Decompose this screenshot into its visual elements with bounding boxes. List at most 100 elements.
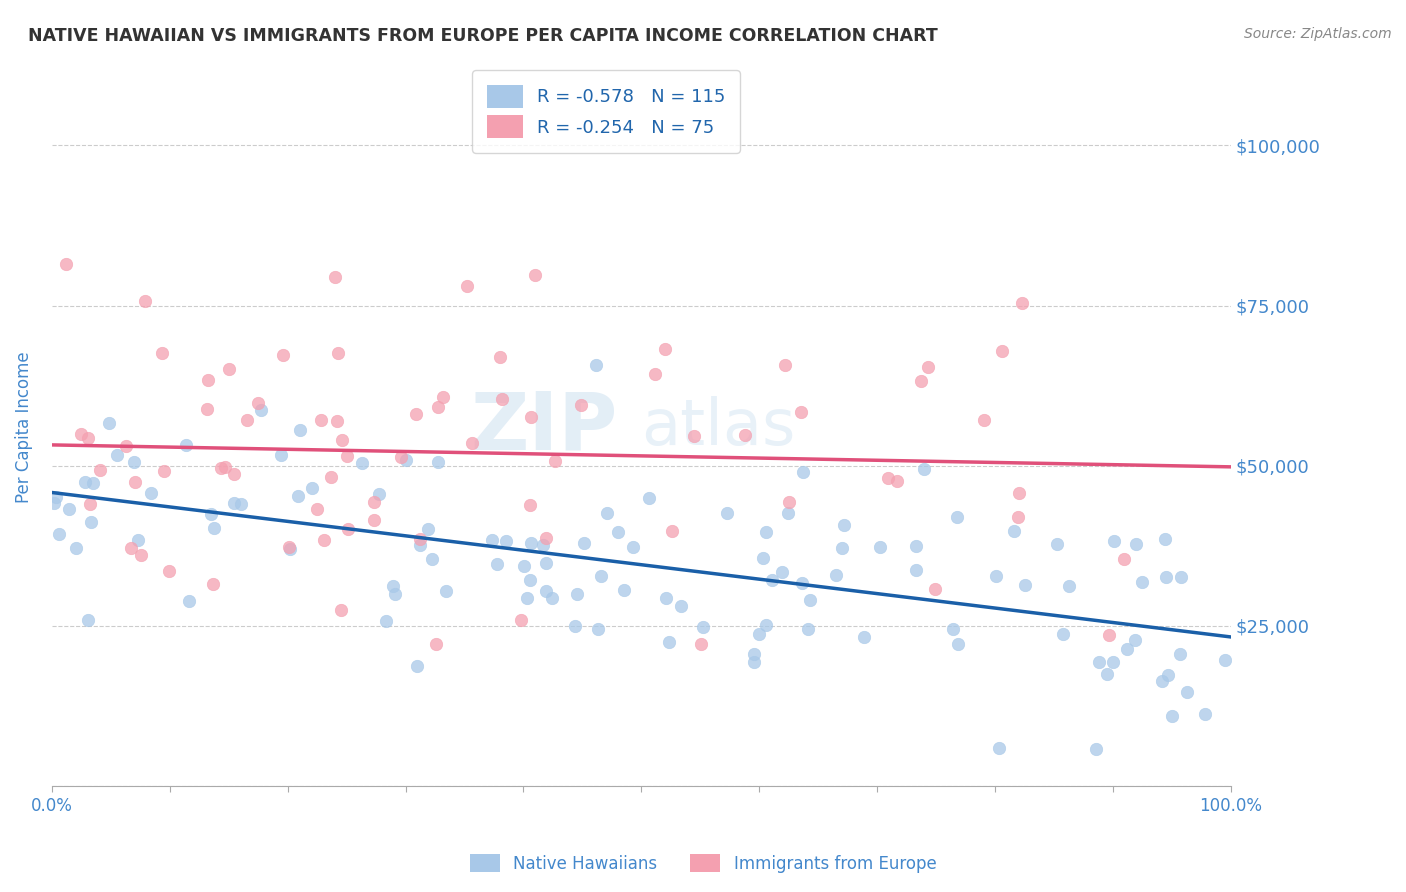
Point: [82, 476, 104, 491]
Point: [307, 501, 329, 516]
Point: [301, 481, 323, 495]
Point: [420, 551, 443, 566]
Point: [157, 564, 180, 578]
Point: [409, 532, 432, 546]
Point: [877, 471, 900, 485]
Point: [540, 591, 562, 605]
Point: [606, 524, 628, 539]
Point: [716, 506, 738, 520]
Point: [363, 494, 385, 508]
Point: [516, 591, 538, 605]
Point: [799, 592, 821, 607]
Point: [150, 346, 173, 360]
Point: [55, 257, 77, 271]
Point: [790, 576, 813, 591]
Point: [485, 557, 508, 571]
Point: [1112, 552, 1135, 566]
Point: [644, 367, 666, 381]
Point: [1088, 655, 1111, 669]
Point: [174, 438, 197, 452]
Point: [309, 413, 332, 427]
Point: [905, 563, 928, 577]
Point: [1098, 628, 1121, 642]
Point: [755, 618, 778, 632]
Point: [1213, 652, 1236, 666]
Point: [596, 506, 619, 520]
Point: [122, 455, 145, 469]
Point: [1125, 537, 1147, 551]
Point: [389, 450, 412, 464]
Point: [531, 538, 554, 552]
Point: [534, 583, 557, 598]
Point: [778, 494, 800, 508]
Point: [427, 455, 450, 469]
Point: [246, 395, 269, 409]
Point: [689, 637, 711, 651]
Point: [1168, 647, 1191, 661]
Point: [153, 464, 176, 478]
Point: [124, 475, 146, 489]
Point: [58, 502, 80, 516]
Point: [222, 496, 245, 510]
Point: [1130, 575, 1153, 590]
Point: [432, 390, 454, 404]
Point: [278, 542, 301, 557]
Point: [1102, 655, 1125, 669]
Point: [654, 342, 676, 356]
Point: [886, 475, 908, 489]
Point: [321, 470, 343, 484]
Point: [418, 522, 440, 536]
Point: [1194, 707, 1216, 722]
Point: [329, 603, 352, 617]
Point: [658, 634, 681, 648]
Point: [384, 587, 406, 601]
Point: [1115, 642, 1137, 657]
Point: [519, 573, 541, 587]
Point: [202, 521, 225, 535]
Point: [946, 637, 969, 651]
Point: [139, 485, 162, 500]
Point: [1014, 578, 1036, 592]
Point: [831, 541, 853, 555]
Point: [79, 497, 101, 511]
Point: [352, 456, 374, 470]
Point: [200, 507, 222, 521]
Point: [1084, 742, 1107, 756]
Point: [655, 591, 678, 606]
Point: [984, 569, 1007, 583]
Point: [330, 433, 353, 447]
Point: [405, 407, 427, 421]
Point: [1102, 534, 1125, 549]
Point: [1170, 570, 1192, 584]
Point: [489, 350, 512, 364]
Point: [1011, 295, 1033, 310]
Point: [77, 613, 100, 627]
Point: [513, 559, 536, 574]
Point: [97, 417, 120, 431]
Point: [742, 647, 765, 661]
Point: [48, 527, 70, 541]
Point: [973, 412, 995, 426]
Point: [825, 567, 848, 582]
Point: [65, 541, 87, 555]
Point: [661, 524, 683, 539]
Point: [1095, 667, 1118, 681]
Point: [70, 427, 93, 442]
Point: [201, 577, 224, 591]
Point: [382, 579, 405, 593]
Point: [425, 637, 447, 651]
Point: [773, 358, 796, 372]
Legend: R = -0.578   N = 115, R = -0.254   N = 75: R = -0.578 N = 115, R = -0.254 N = 75: [472, 70, 740, 153]
Point: [427, 400, 450, 414]
Point: [273, 348, 295, 362]
Point: [328, 346, 350, 360]
Point: [564, 619, 586, 633]
Point: [195, 402, 218, 417]
Text: ZIP: ZIP: [471, 388, 617, 467]
Point: [336, 522, 359, 536]
Point: [456, 279, 478, 293]
Point: [621, 540, 644, 554]
Point: [406, 659, 429, 673]
Point: [287, 489, 309, 503]
Point: [589, 569, 612, 583]
